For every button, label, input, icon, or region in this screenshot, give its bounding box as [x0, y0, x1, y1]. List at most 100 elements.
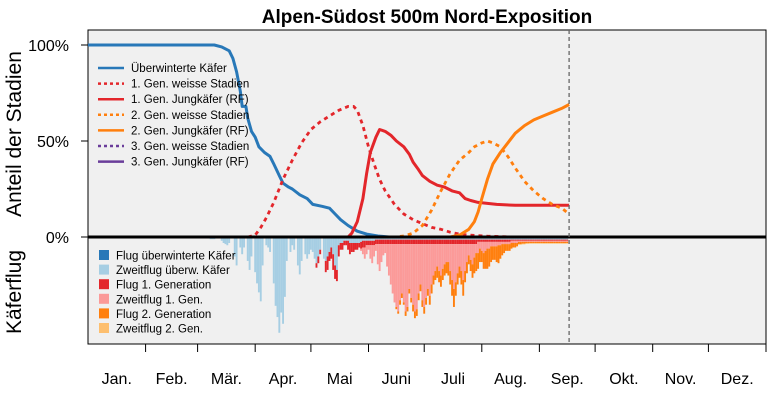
flight-bar	[283, 238, 286, 297]
flight-bar	[454, 282, 457, 296]
flight-bar	[491, 241, 494, 247]
flight-bar	[389, 238, 392, 240]
flight-bar	[501, 239, 504, 242]
flight-bar	[486, 248, 489, 269]
flight-bar	[304, 238, 307, 255]
flight-bar	[430, 284, 433, 294]
flight-bar	[551, 242, 554, 244]
flight-bar	[415, 239, 418, 245]
flight-bar	[490, 239, 493, 242]
flight-bar	[467, 255, 470, 265]
flight-bar	[449, 271, 452, 285]
flight-bar	[419, 244, 422, 285]
flight-bar	[406, 306, 409, 312]
flight-bar	[343, 240, 346, 246]
flight-bar	[373, 245, 376, 257]
flight-bar	[504, 244, 507, 251]
flight-bar	[469, 244, 472, 260]
flight-bar	[449, 244, 452, 272]
flight-bar	[382, 238, 385, 240]
flight-bar	[495, 246, 498, 263]
flight-bar	[363, 238, 366, 241]
flight-bar	[328, 238, 331, 252]
flight-bar	[562, 240, 565, 242]
flight-bar	[239, 238, 242, 248]
flight-bar	[419, 238, 422, 240]
flight-bar	[562, 238, 565, 240]
legend-label: 3. Gen. weisse Stadien	[131, 141, 249, 153]
flight-bar	[410, 238, 413, 240]
flight-bar	[475, 253, 478, 272]
flight-bar	[529, 242, 532, 244]
flight-bar	[345, 240, 348, 246]
flight-bar	[540, 239, 543, 241]
flight-bar	[335, 238, 338, 270]
flight-bar	[465, 244, 468, 263]
flight-bar	[334, 238, 336, 266]
flight-bar	[373, 240, 376, 246]
flight-bar	[404, 238, 407, 240]
flight-bar	[462, 280, 465, 296]
flight-bar	[430, 239, 433, 245]
flight-bar	[406, 238, 409, 240]
flight-bar	[529, 238, 532, 240]
flight-bar	[555, 242, 558, 244]
flight-bar	[510, 239, 513, 241]
flight-bar	[417, 293, 420, 301]
flight-bar	[428, 238, 431, 240]
flight-bar	[272, 238, 275, 284]
flight-bar	[518, 244, 520, 245]
y-axis-label-stages: Anteil der Stadien	[3, 51, 26, 217]
flight-bar	[504, 239, 507, 242]
flight-bar	[354, 238, 357, 243]
flight-bar	[250, 238, 253, 257]
flight-bar	[464, 271, 467, 283]
flight-bar	[376, 239, 379, 245]
flight-bar	[430, 238, 433, 240]
x-tick-label: Juni	[382, 371, 411, 388]
legend-color-swatch	[99, 264, 109, 275]
flight-bar	[510, 242, 513, 249]
flight-bar	[367, 240, 370, 246]
flight-bar	[532, 238, 535, 240]
flight-bar	[395, 306, 398, 310]
legend-label: Überwinterte Käfer	[131, 63, 227, 75]
flight-bar	[322, 238, 325, 259]
y-tick-label: 50%	[37, 134, 69, 151]
flight-bar	[337, 238, 340, 246]
flight-bar	[506, 244, 509, 251]
flight-bar	[306, 238, 309, 259]
flight-bar	[389, 244, 392, 285]
flight-bar	[462, 244, 465, 281]
flight-bar	[311, 238, 314, 252]
flight-bar	[438, 244, 441, 272]
flight-bar	[497, 241, 500, 246]
flight-bar	[549, 242, 552, 244]
flight-bar	[412, 238, 415, 240]
flight-bar	[560, 239, 563, 241]
flight-bar	[380, 238, 383, 240]
flight-bar	[471, 239, 474, 245]
flight-bar	[545, 241, 548, 243]
x-tick-label: Mär.	[211, 371, 242, 388]
flight-bar	[532, 239, 535, 241]
flight-bar	[531, 242, 533, 244]
flight-bar	[391, 238, 394, 240]
flight-bar	[438, 271, 441, 283]
flight-bar	[447, 244, 450, 263]
flight-bar	[566, 240, 569, 242]
flight-bar	[404, 239, 407, 245]
flight-bar	[441, 239, 444, 245]
flight-bar	[408, 289, 411, 294]
flight-bar	[436, 244, 439, 267]
flight-bar	[451, 280, 454, 296]
flight-bar	[399, 244, 402, 301]
flight-bar	[400, 293, 403, 298]
flight-bar	[399, 239, 402, 245]
flight-bar	[566, 238, 569, 240]
flight-bar	[512, 240, 515, 243]
flight-bar	[464, 244, 467, 272]
flight-bar	[399, 300, 402, 305]
legend-label: 2. Gen. Jungkäfer (RF)	[131, 125, 249, 137]
flight-bar	[423, 306, 426, 314]
